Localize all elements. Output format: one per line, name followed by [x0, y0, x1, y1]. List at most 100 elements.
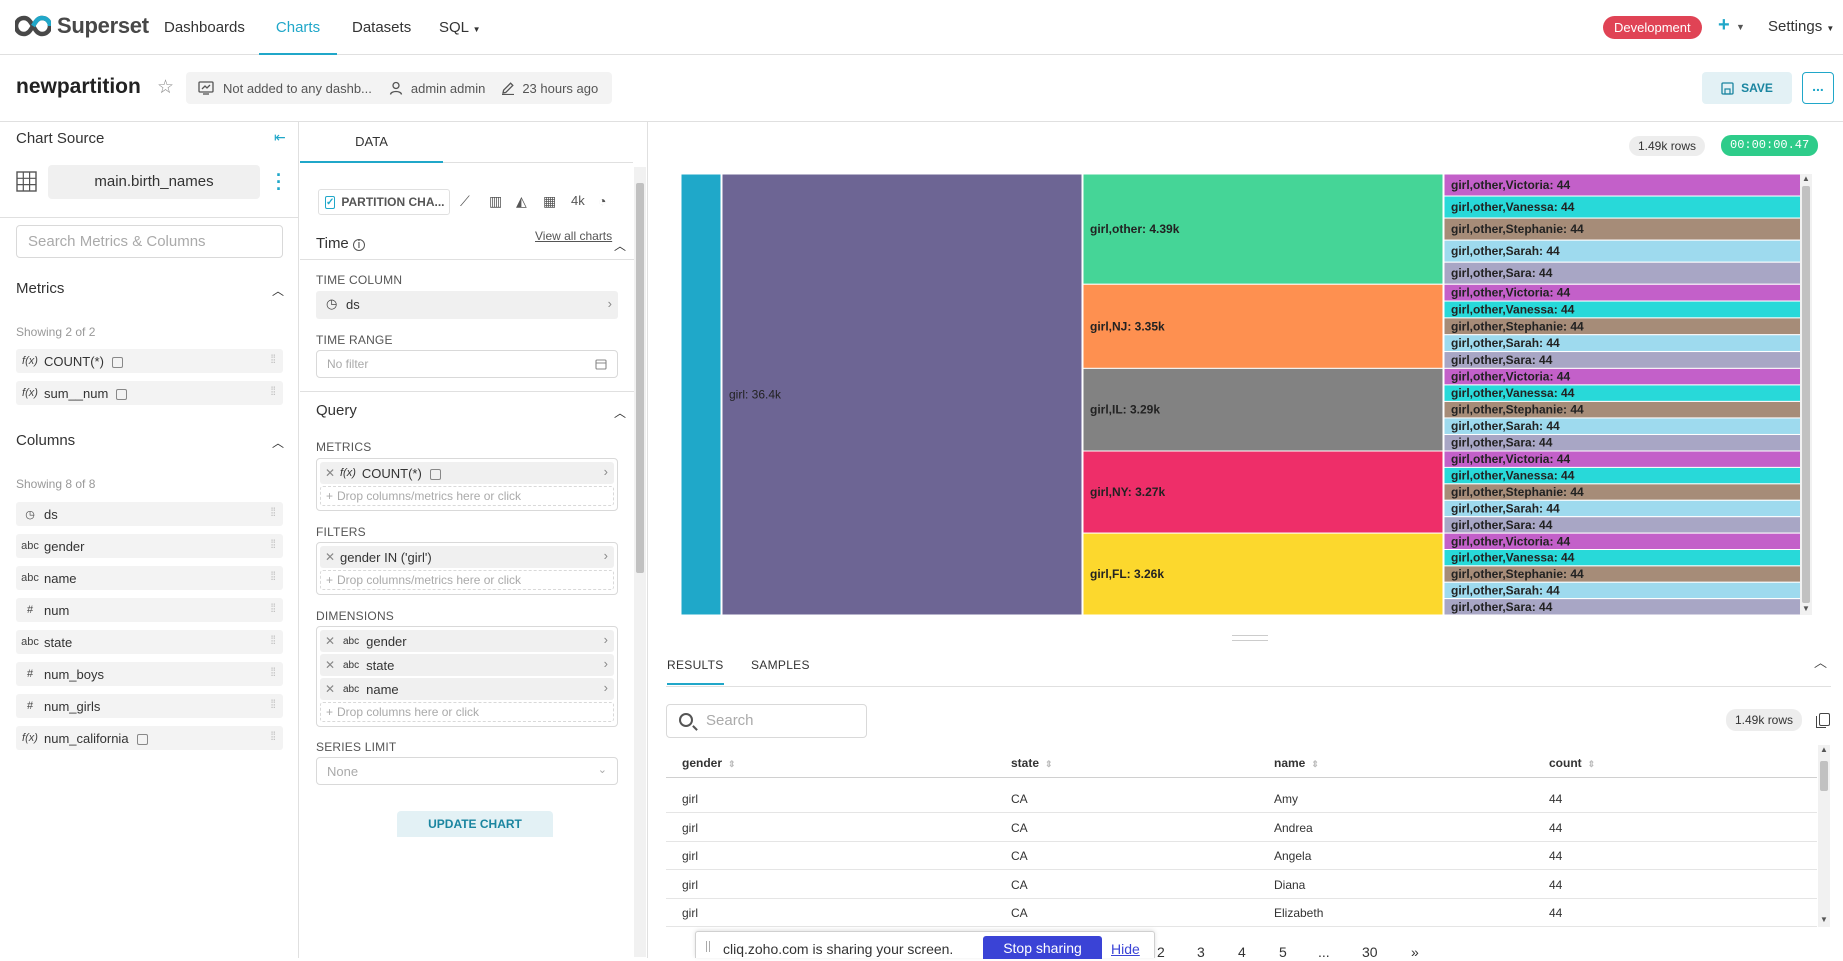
settings-menu[interactable]: Settings ▼	[1768, 18, 1834, 35]
column-header-state[interactable]: state ⇕	[1011, 756, 1053, 770]
tab-results[interactable]: RESULTS	[667, 658, 724, 685]
control-panel-scrollbar[interactable]	[634, 167, 646, 957]
chart-title[interactable]: newpartition	[16, 75, 141, 98]
column-item[interactable]: # num ⁞⁞	[16, 598, 283, 622]
scroll-up-icon[interactable]: ▲	[1820, 745, 1828, 754]
superset-logo[interactable]: Superset	[15, 13, 149, 39]
column-item[interactable]: # num_boys ⁞⁞	[16, 662, 283, 686]
page-link[interactable]: 4	[1238, 944, 1246, 960]
resize-handle[interactable]	[1232, 635, 1268, 641]
sort-icon[interactable]: ⇕	[1311, 759, 1319, 769]
column-item[interactable]: f(x) num_california ⁞⁞	[16, 726, 283, 750]
remove-icon[interactable]: ✕	[324, 466, 336, 480]
remove-icon[interactable]: ✕	[324, 682, 336, 696]
column-item[interactable]: # num_girls ⁞⁞	[16, 694, 283, 718]
remove-icon[interactable]: ✕	[324, 634, 336, 648]
chevron-up-icon[interactable]: ︿	[614, 239, 627, 253]
stop-sharing-button[interactable]: Stop sharing	[983, 936, 1102, 959]
page-link[interactable]: 5	[1279, 944, 1287, 960]
metrics-section-title[interactable]: Metrics	[16, 280, 65, 297]
drag-handle-icon[interactable]: ⁞⁞	[270, 601, 276, 615]
drag-handle-icon[interactable]	[706, 941, 710, 952]
partition-state-cell[interactable]	[1082, 532, 1444, 615]
chevron-up-icon[interactable]: ︿	[1814, 655, 1828, 670]
drag-handle-icon[interactable]: ⁞⁞	[270, 505, 276, 519]
view-all-charts-link[interactable]: View all charts	[535, 229, 613, 243]
series-limit-select[interactable]: None ⌄	[316, 757, 618, 785]
vertical-dots-icon[interactable]: · · ·	[276, 165, 282, 199]
dimensions-dropzone[interactable]: Drop columns here or click	[320, 702, 614, 722]
drag-handle-icon[interactable]: ⁞⁞	[270, 352, 276, 366]
metrics-columns-search-input[interactable]: Search Metrics & Columns	[16, 225, 283, 258]
big-number-icon[interactable]: 4k	[571, 193, 585, 208]
filter-chip[interactable]: ✕ gender IN ('girl') ›	[320, 546, 614, 568]
line-chart-icon[interactable]: ⟋	[460, 193, 470, 209]
column-header-gender[interactable]: gender ⇕	[682, 756, 736, 770]
tab-data[interactable]: DATA	[300, 121, 443, 163]
more-options-button[interactable]: ...	[1802, 72, 1834, 104]
update-chart-button[interactable]: UPDATE CHART	[397, 811, 553, 837]
drag-handle-icon[interactable]: ⁞⁞	[270, 729, 276, 743]
datasource-name[interactable]: main.birth_names	[48, 165, 260, 199]
remove-icon[interactable]: ✕	[324, 550, 336, 564]
nav-charts[interactable]: Charts	[259, 0, 337, 55]
drag-handle-icon[interactable]: ⁞⁞	[270, 633, 276, 647]
results-scrollbar[interactable]: ▲ ▼	[1818, 745, 1830, 927]
sort-icon[interactable]: ⇕	[1587, 759, 1596, 769]
nav-sql[interactable]: SQL ▼	[439, 0, 481, 55]
filters-dropzone[interactable]: Drop columns/metrics here or click	[320, 570, 614, 590]
query-section-title[interactable]: Query	[316, 402, 357, 419]
dimension-chip[interactable]: ✕ abc name ›	[320, 678, 614, 700]
drag-handle-icon[interactable]: ⁞⁞	[270, 569, 276, 583]
chevron-up-icon[interactable]: ︿	[614, 406, 627, 420]
scroll-up-icon[interactable]: ▲	[1802, 174, 1810, 183]
drag-handle-icon[interactable]: ⁞⁞	[270, 537, 276, 551]
plus-icon[interactable]: +	[1718, 14, 1730, 36]
chevron-down-icon[interactable]: ▼	[1736, 22, 1745, 32]
scroll-down-icon[interactable]: ▼	[1802, 604, 1810, 613]
partition-root-cell[interactable]	[681, 174, 722, 615]
scrollbar-thumb[interactable]	[636, 183, 644, 573]
columns-section-title[interactable]: Columns	[16, 432, 76, 449]
chevron-up-icon[interactable]: ︿	[272, 436, 285, 450]
metric-item[interactable]: f(x) sum__num ⁞⁞	[16, 381, 283, 405]
partition-gender-cell[interactable]	[721, 174, 1083, 615]
dashboard-status[interactable]: Not added to any dashb...	[223, 80, 372, 96]
remove-icon[interactable]: ✕	[324, 658, 336, 672]
column-item[interactable]: abc name ⁞⁞	[16, 566, 283, 590]
column-item[interactable]: abc gender ⁞⁞	[16, 534, 283, 558]
sort-icon[interactable]: ⇕	[728, 759, 736, 769]
chevron-up-icon[interactable]: ︿	[272, 284, 285, 298]
tab-samples[interactable]: SAMPLES	[751, 658, 810, 672]
collapse-panel-icon[interactable]: ⇤	[274, 129, 286, 145]
dimension-chip[interactable]: ✕ abc gender ›	[320, 630, 614, 652]
time-column-select[interactable]: ◷ ds ›	[316, 291, 618, 319]
partition-state-cell[interactable]	[1082, 283, 1444, 369]
bar-chart-icon[interactable]: ▥	[489, 193, 503, 209]
page-link[interactable]: 30	[1362, 944, 1378, 960]
column-item[interactable]: ◷ ds ⁞⁞	[16, 502, 283, 526]
column-header-name[interactable]: name ⇕	[1274, 756, 1319, 770]
scrollbar-thumb[interactable]	[1802, 186, 1810, 603]
scrollbar-thumb[interactable]	[1820, 761, 1828, 791]
drag-handle-icon[interactable]: ⁞⁞	[270, 697, 276, 711]
star-icon[interactable]: ☆	[157, 77, 175, 98]
time-section-title[interactable]: Time i	[316, 235, 365, 252]
partition-state-cell[interactable]	[1082, 450, 1444, 534]
time-range-select[interactable]: No filter	[316, 350, 618, 378]
drag-handle-icon[interactable]: ⁞⁞	[270, 665, 276, 679]
scroll-down-icon[interactable]: ▼	[1820, 915, 1828, 924]
hide-banner-link[interactable]: Hide	[1111, 941, 1140, 957]
viz-type-selector[interactable]: ✓ PARTITION CHA...	[318, 189, 450, 215]
metric-chip[interactable]: ✕ f(x) COUNT(*) ›	[320, 462, 614, 484]
sort-icon[interactable]: ⇕	[1045, 759, 1053, 769]
table-icon[interactable]: ▦	[543, 193, 557, 209]
next-page-link[interactable]: »	[1411, 944, 1419, 960]
drag-handle-icon[interactable]: ⁞⁞	[270, 384, 276, 398]
chart-scrollbar[interactable]: ▲ ▼	[1800, 174, 1812, 615]
metric-item[interactable]: f(x) COUNT(*) ⁞⁞	[16, 349, 283, 373]
column-header-count[interactable]: count ⇕	[1549, 756, 1595, 770]
partition-chart[interactable]: girl: 36.4k girl,other: 4.39k girl,NJ: 3.3…	[681, 174, 1801, 615]
dimension-chip[interactable]: ✕ abc state ›	[320, 654, 614, 676]
nav-datasets[interactable]: Datasets	[352, 19, 412, 36]
